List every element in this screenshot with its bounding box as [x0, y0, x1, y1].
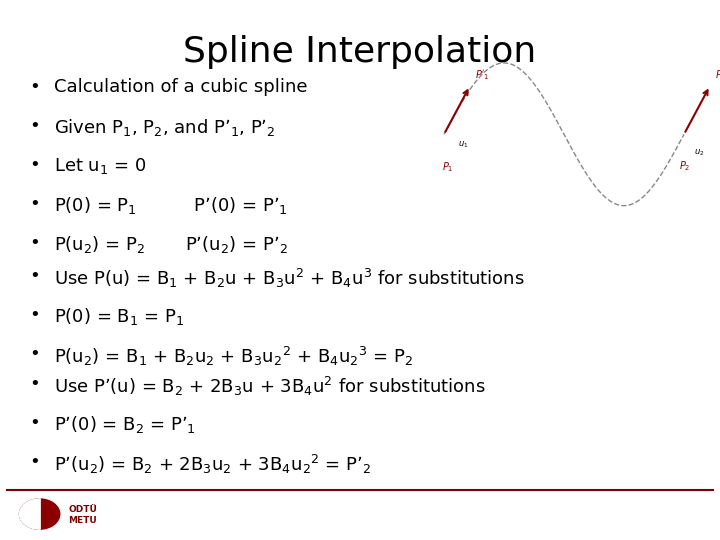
Text: P’(0) = B$_2$ = P’$_1$: P’(0) = B$_2$ = P’$_1$ — [54, 414, 196, 435]
Wedge shape — [19, 499, 40, 529]
Text: $P'_2$: $P'_2$ — [715, 68, 720, 82]
Text: Use P(u) = B$_1$ + B$_2$u + B$_3$u$^2$ + B$_4$u$^3$ for substitutions: Use P(u) = B$_1$ + B$_2$u + B$_3$u$^2$ +… — [54, 267, 525, 291]
Text: Let u$_1$ = 0: Let u$_1$ = 0 — [54, 156, 147, 176]
Text: $P_2$: $P_2$ — [679, 159, 690, 172]
Text: •: • — [29, 267, 40, 285]
Text: Spline Interpolation: Spline Interpolation — [184, 35, 536, 69]
Text: •: • — [29, 345, 40, 363]
Text: $P_1$: $P_1$ — [441, 160, 453, 174]
Text: $P'_1$: $P'_1$ — [474, 68, 490, 82]
Text: P(u$_2$) = B$_1$ + B$_2$u$_2$ + B$_3$u$_2$$^2$ + B$_4$u$_2$$^3$ = P$_2$: P(u$_2$) = B$_1$ + B$_2$u$_2$ + B$_3$u$_… — [54, 345, 413, 368]
Text: •: • — [29, 414, 40, 432]
Text: $u_1$: $u_1$ — [459, 140, 469, 151]
Text: •: • — [29, 306, 40, 324]
Text: Use P’(u) = B$_2$ + 2B$_3$u + 3B$_4$u$^2$ for substitutions: Use P’(u) = B$_2$ + 2B$_3$u + 3B$_4$u$^2… — [54, 375, 486, 399]
Text: METU: METU — [68, 516, 97, 525]
Text: P’(u$_2$) = B$_2$ + 2B$_3$u$_2$ + 3B$_4$u$_2$$^2$ = P’$_2$: P’(u$_2$) = B$_2$ + 2B$_3$u$_2$ + 3B$_4$… — [54, 453, 372, 476]
Text: P(0) = B$_1$ = P$_1$: P(0) = B$_1$ = P$_1$ — [54, 306, 184, 327]
Text: Given P$_1$, P$_2$, and P’$_1$, P’$_2$: Given P$_1$, P$_2$, and P’$_1$, P’$_2$ — [54, 117, 276, 138]
Text: •: • — [29, 375, 40, 393]
Text: Calculation of a cubic spline: Calculation of a cubic spline — [54, 78, 307, 96]
Text: •: • — [29, 453, 40, 471]
Text: •: • — [29, 234, 40, 252]
Text: P(u$_2$) = P$_2$       P’(u$_2$) = P’$_2$: P(u$_2$) = P$_2$ P’(u$_2$) = P’$_2$ — [54, 234, 288, 255]
Text: $u_2$: $u_2$ — [693, 147, 704, 158]
Text: •: • — [29, 78, 40, 96]
Text: •: • — [29, 156, 40, 174]
Text: P(0) = P$_1$          P’(0) = P’$_1$: P(0) = P$_1$ P’(0) = P’$_1$ — [54, 195, 288, 216]
Text: •: • — [29, 195, 40, 213]
Circle shape — [19, 499, 60, 529]
Text: •: • — [29, 117, 40, 135]
Text: ODTÜ: ODTÜ — [68, 505, 97, 514]
